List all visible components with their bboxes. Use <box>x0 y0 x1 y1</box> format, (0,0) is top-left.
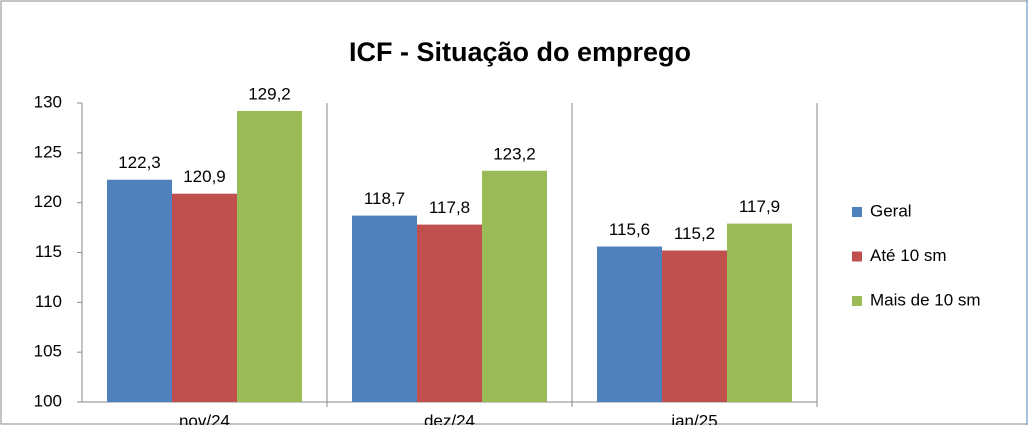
y-tick-label: 125 <box>34 142 62 161</box>
data-label: 117,9 <box>739 197 780 216</box>
legend-swatch <box>852 296 862 306</box>
x-tick-label: jan/25 <box>670 411 717 425</box>
data-label: 122,3 <box>118 153 161 172</box>
y-tick-label: 130 <box>34 92 62 111</box>
y-tick-label: 100 <box>34 391 62 410</box>
data-label: 120,9 <box>183 167 226 186</box>
data-label: 115,6 <box>609 220 650 239</box>
bar <box>417 224 482 402</box>
bar <box>597 246 662 402</box>
y-tick-label: 105 <box>34 342 62 361</box>
x-tick-label: dez/24 <box>424 411 475 425</box>
bar <box>237 110 302 403</box>
chart-title: ICF - Situação do emprego <box>349 37 691 67</box>
bar <box>727 223 792 402</box>
bar <box>662 250 727 402</box>
y-tick-label: 120 <box>34 192 62 211</box>
legend-label: Geral <box>870 201 912 220</box>
data-label: 123,2 <box>493 144 536 163</box>
bar <box>107 179 172 402</box>
y-tick-label: 115 <box>35 242 62 261</box>
legend-swatch <box>852 251 862 262</box>
legend-swatch <box>852 207 862 217</box>
y-tick-label: 110 <box>35 292 62 311</box>
bar <box>172 193 237 402</box>
legend-label: Mais de 10 sm <box>870 290 981 309</box>
data-label: 129,2 <box>248 84 291 103</box>
data-label: 117,8 <box>429 198 470 217</box>
x-tick-label: nov/24 <box>179 411 230 425</box>
data-label: 118,7 <box>364 189 405 208</box>
data-label: 115,2 <box>674 224 715 243</box>
bar <box>352 215 417 402</box>
legend-label: Até 10 sm <box>870 246 947 265</box>
bar <box>482 170 547 402</box>
